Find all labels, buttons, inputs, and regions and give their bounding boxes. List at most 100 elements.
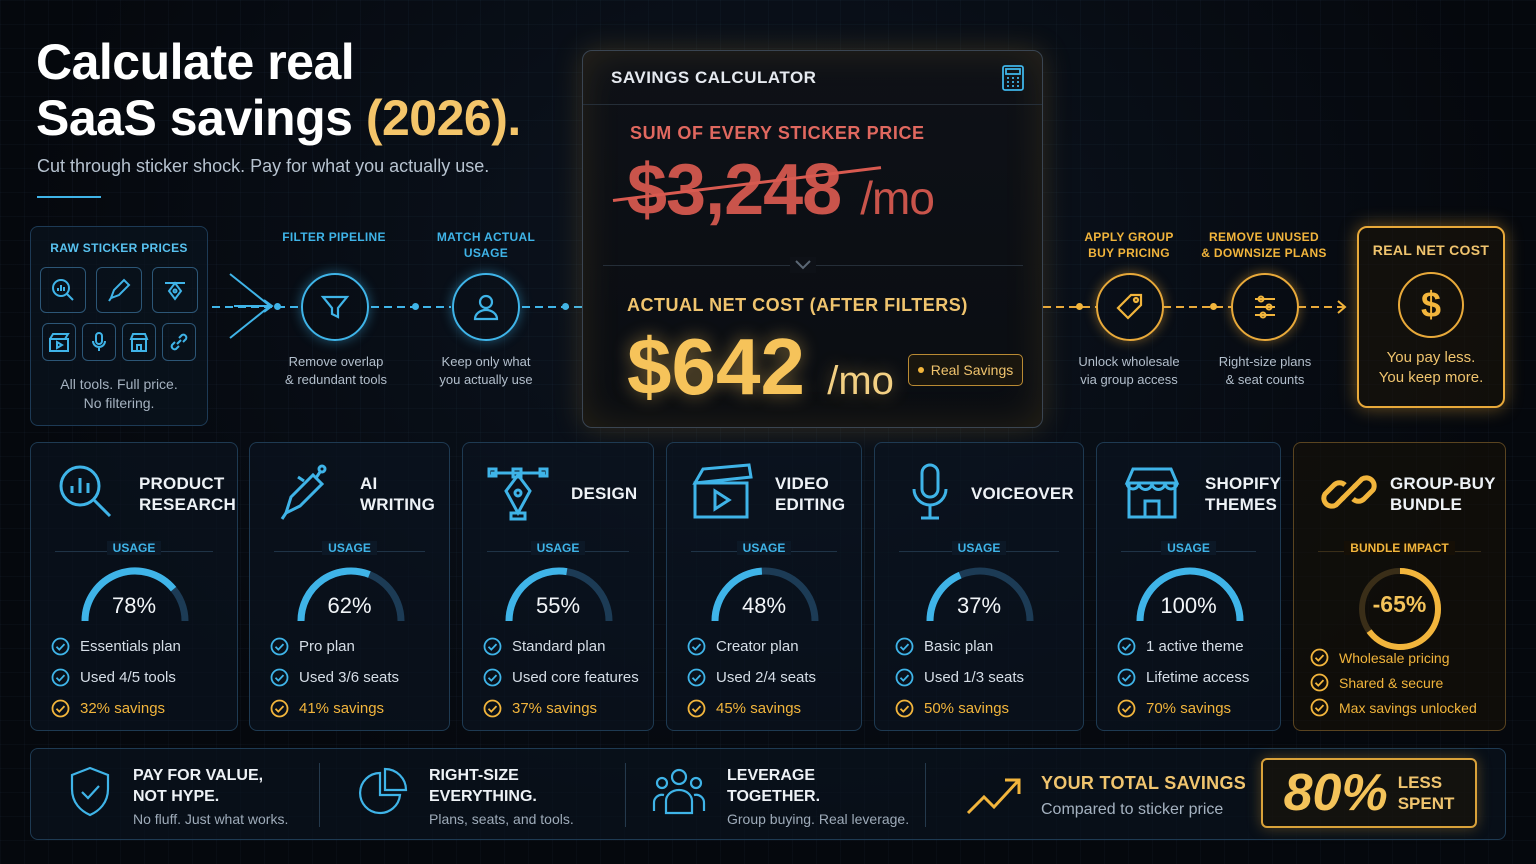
usage-label: USAGE [875, 541, 1083, 555]
usage-label: USAGE [667, 541, 861, 555]
match-step-desc: Keep only what you actually use [420, 353, 552, 389]
tool-card[interactable]: SHOPIFY THEMES USAGE 100% 1 active theme Life… [1096, 442, 1281, 731]
tool-card[interactable]: DESIGN USAGE 55% Standard plan Used core fea… [462, 442, 654, 731]
card-checklist: Creator plan Used 2/4 seats 45% savings [687, 631, 816, 724]
remove-unused-label: REMOVE UNUSED & DOWNSIZE PLANS [1196, 229, 1332, 261]
total-savings-label: YOUR TOTAL SAVINGS [1041, 773, 1247, 793]
pipeline-dot [412, 303, 419, 310]
filter-icon [320, 295, 350, 319]
check-item: 50% savings [895, 693, 1024, 724]
title-year: (2026). [365, 90, 521, 146]
sticker-price-value: $3,248 [627, 150, 842, 230]
downsize-step-desc: Right-size plans & seat counts [1198, 353, 1332, 389]
total-savings-sub: Compared to sticker price [1041, 801, 1224, 818]
tool-card[interactable]: AI WRITING USAGE 62% Pro plan Used 3/6 seats 4… [249, 442, 450, 731]
tool-card[interactable]: VIDEO EDITING USAGE 48% Creator plan Used 2/4… [666, 442, 862, 731]
research-icon [40, 267, 86, 313]
check-item: Used 4/5 tools [51, 662, 181, 693]
match-label-1: MATCH ACTUAL [436, 230, 536, 244]
remove-label-2: & DOWNSIZE PLANS [1201, 246, 1327, 260]
bundle-impact-percent: -65% [1372, 591, 1427, 617]
gauge-fill [505, 567, 568, 622]
benefit3-desc: Group buying. Real leverage. [727, 811, 910, 827]
match-label-2: USAGE [463, 246, 509, 260]
check-item: Pro plan [270, 631, 399, 662]
downsize-step[interactable] [1231, 273, 1299, 341]
less-label: LESS [1397, 773, 1443, 792]
tool-card[interactable]: VOICEOVER USAGE 37% Basic plan Used 1/3 seat… [874, 442, 1084, 731]
card-title: PRODUCT RESEARCH [139, 473, 236, 515]
storefront-icon [122, 323, 156, 361]
bundle-checklist: Wholesale pricing Shared & secure Max savi… [1310, 645, 1477, 720]
card-checklist: Pro plan Used 3/6 seats 41% savings [270, 631, 399, 724]
used-text: Used 4/5 tools [80, 669, 176, 686]
pipeline-connector [1298, 306, 1346, 308]
benefit2-h1: RIGHT-SIZE [429, 767, 519, 784]
filter-step[interactable] [301, 273, 369, 341]
page-title: Calculate real SaaS savings (2026). [36, 34, 521, 146]
net-price-value: $642 [627, 322, 805, 411]
savings-text: 50% savings [924, 700, 1010, 717]
card-title-2: EDITING [775, 495, 846, 514]
match-desc-2: you actually use [439, 372, 533, 387]
usage-percent: 78% [111, 593, 157, 618]
sticker-sum-label: SUM OF EVERY STICKER PRICE [630, 123, 925, 143]
gauge-fill [297, 567, 371, 622]
net-price: $642 /mo [627, 321, 894, 413]
pipeline-connector [1043, 306, 1097, 308]
group-buy-label: APPLY GROUP BUY PRICING [1066, 229, 1192, 261]
usage-gauge [75, 561, 195, 627]
benefit1-h1: PAY FOR VALUE, [133, 767, 264, 784]
card-title-2: RESEARCH [139, 495, 237, 514]
check-item: Used core features [483, 662, 639, 693]
usage-gauge [291, 561, 411, 627]
tool-icon [899, 461, 961, 523]
benefit2-h2: EVERYTHING. [429, 788, 537, 805]
check-item: Shared & secure [1310, 670, 1477, 695]
bundle-check-2: Shared & secure [1339, 674, 1444, 691]
bundle-title: GROUP-BUY BUNDLE [1390, 473, 1496, 515]
card-checklist: Standard plan Used core features 37% savin… [483, 631, 639, 724]
shield-check-icon [70, 766, 110, 817]
spent-label: SPENT [1397, 794, 1455, 813]
check-item: Lifetime access [1117, 662, 1249, 693]
group-label-2: BUY PRICING [1088, 246, 1170, 260]
title-line-2: SaaS savings (2026). [36, 90, 521, 146]
usage-gauge [920, 561, 1040, 627]
divider [319, 763, 320, 827]
match-usage-step[interactable] [452, 273, 520, 341]
benefit1-desc: No fluff. Just what works. [133, 811, 289, 827]
benefit-value: PAY FOR VALUE, NOT HYPE. No fluff. Just wh… [67, 765, 288, 827]
savings-text: 45% savings [716, 700, 802, 717]
bundle-impact-text: BUNDLE IMPACT [1344, 541, 1455, 555]
tool-icon [274, 461, 336, 523]
tool-card[interactable]: PRODUCT RESEARCH USAGE 78% Essentials plan Us… [30, 442, 238, 731]
title-main: SaaS savings [36, 90, 353, 146]
usage-gauge [499, 561, 619, 627]
group-buy-bundle-card[interactable]: GROUP-BUY BUNDLE BUNDLE IMPACT -65% Wholesal… [1293, 442, 1506, 731]
filter-step-desc: Remove overlap & redundant tools [270, 353, 402, 389]
bundle-title-1: GROUP-BUY [1390, 474, 1496, 493]
pipeline-connector [522, 306, 582, 308]
raw-desc-1: All tools. Full price. [60, 376, 178, 392]
raw-panel-title: RAW STICKER PRICES [50, 241, 188, 255]
check-item: 41% savings [270, 693, 399, 724]
user-icon [473, 294, 499, 321]
group-buy-step[interactable] [1096, 273, 1164, 341]
usage-label: USAGE [31, 541, 237, 555]
dollar-icon: $ [1398, 272, 1464, 338]
card-title-1: AI [360, 474, 378, 493]
card-checklist: 1 active theme Lifetime access 70% savings [1117, 631, 1249, 724]
card-title-1: VIDEO [775, 474, 829, 493]
used-text: Used 2/4 seats [716, 669, 817, 686]
title-line-1: Calculate real [36, 34, 355, 90]
net-cost-label: ACTUAL NET COST (AFTER FILTERS) [627, 295, 968, 315]
pipeline-dot [562, 303, 569, 310]
usage-label: USAGE [1097, 541, 1280, 555]
real-net-title: REAL NET COST [1372, 242, 1490, 258]
plan-text: Standard plan [512, 638, 606, 655]
bundle-check-1: Wholesale pricing [1339, 649, 1450, 666]
net-per: /mo [827, 359, 894, 403]
arrow-right-icon [1334, 299, 1350, 320]
usage-label: USAGE [463, 541, 653, 555]
